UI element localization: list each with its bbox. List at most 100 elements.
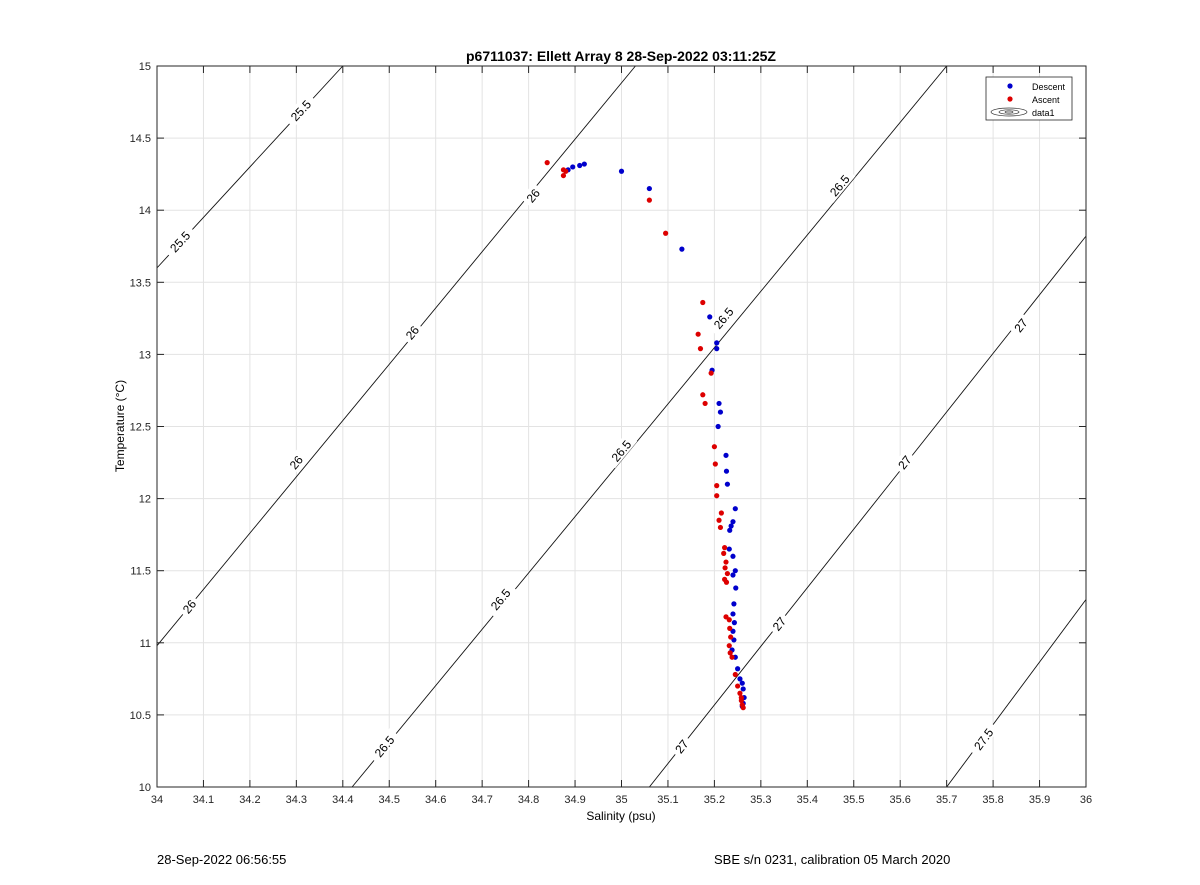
descent-point [707,314,713,320]
y-tick-label: 12.5 [130,422,151,434]
descent-point [730,519,736,525]
ascent-point [717,524,724,531]
x-tick-label: 34.7 [471,794,492,806]
legend-contour-icon-inner [998,109,1020,115]
isopycnal-label-group: 26.5 [822,167,856,203]
x-tick-label: 35.3 [750,794,771,806]
isopycnal-label-group: 27.5 [967,720,1000,757]
y-tick-label: 10.5 [130,710,151,722]
legend-ascent-label: Ascent [1032,95,1060,105]
isopycnal-label-bg [1008,312,1033,338]
ascent-point [714,493,720,499]
x-tick-label: 34 [151,794,163,806]
isopycnal-label-bg [892,449,916,475]
legend-ascent-marker [1007,96,1013,102]
y-axis-label: Temperature (°C) [113,380,127,472]
ascent-point [728,634,734,640]
legend-contour-icon [990,107,1028,117]
descent-point [727,527,733,533]
ascent-point [716,517,722,523]
y-tick-label: 13 [139,349,151,361]
ascent-point [700,392,706,398]
footer-calibration: SBE s/n 0231, calibration 05 March 2020 [714,852,951,867]
descent-point [726,546,732,552]
isopycnal-contours: 25.525.52626262626.526.526.526.526.52727… [156,65,1087,788]
x-tick-label: 36 [1080,794,1092,806]
isopycnal-label-bg [520,182,545,208]
ascent-point [726,643,732,649]
isopycnal-label-group: 26.5 [367,728,401,764]
x-tick-label: 35 [615,794,627,806]
legend-descent-label: Descent [1032,82,1066,92]
descent-point [728,523,734,529]
ascent-point [560,172,567,179]
ascent-point [723,559,729,565]
isopycnal-label-bg [367,728,401,764]
ascent-point [740,705,746,711]
ascent-point [726,617,732,623]
isopycnal-label-group: 25.5 [162,223,197,259]
x-tick-label: 35.8 [982,794,1003,806]
descent-point [724,481,731,487]
descent-point [730,553,736,559]
ascent-point [724,570,731,577]
isopycnal-label-bg [483,581,517,617]
x-axis-label: Salinity (psu) [586,809,655,823]
ascent-point [723,579,730,585]
isopycnal-label-group: 27 [892,449,916,475]
isopycnal-line [351,65,947,788]
isopycnal-label-bg [399,319,424,345]
isopycnal-label-group: 26 [520,182,545,208]
y-tick-label: 10 [139,782,151,794]
ascent-point [714,483,720,489]
y-tick-label: 14 [139,205,151,217]
descent-point [679,246,685,252]
y-tick-label: 13.5 [130,277,151,289]
descent-point [732,568,738,574]
x-tick-label: 35.5 [843,794,864,806]
descent-point [723,452,729,458]
ascent-point [729,654,735,660]
descent-point [731,620,737,626]
x-tick-label: 34.4 [332,794,353,806]
descent-point [735,666,741,672]
x-tick-label: 34.1 [193,794,214,806]
legend-descent-marker [1007,83,1013,89]
ascent-point [663,230,669,236]
isopycnal-line [156,65,636,646]
ascent-point [700,299,706,306]
y-tick-label: 11 [140,638,151,650]
x-tick-label: 34.2 [239,794,260,806]
legend-contour-icon-core [1004,110,1014,114]
isopycnal-label-group: 27 [766,611,791,636]
ascent-point [738,694,744,701]
ascent-point [718,510,724,516]
axis-ticks: 34 34.1 34.2 34.3 34.4 34.5 34.6 34.7 34.8 34.9 35… [130,61,1093,806]
ascent-point [727,650,733,656]
y-tick-label: 11.5 [130,566,151,578]
descent-point [733,585,739,591]
grid [156,65,1087,788]
ascent-point [732,671,738,678]
isopycnal-label-group: 27 [669,733,693,759]
isopycnal-label-bg [706,299,740,336]
descent-point [714,340,720,346]
x-tick-label: 34.6 [425,794,446,806]
isopycnal-label-group: 26 [176,593,201,619]
descent-point [717,409,724,415]
isopycnal-label-group: 26.5 [483,581,517,617]
ascent-point [735,683,741,689]
x-tick-label: 35.2 [704,794,725,806]
data-points [544,160,747,711]
x-tick-label: 34.9 [564,794,585,806]
descent-point [731,601,737,607]
y-tick-label: 12 [139,494,151,506]
x-tick-label: 35.1 [657,794,678,806]
isopycnal-label-bg [283,92,318,128]
legend: Descent Ascent data1 [985,76,1073,121]
y-tick-label: 14.5 [130,133,151,145]
isopycnal-label-bg [967,720,1000,757]
ascent-point [646,197,652,203]
descent-point [570,164,576,170]
